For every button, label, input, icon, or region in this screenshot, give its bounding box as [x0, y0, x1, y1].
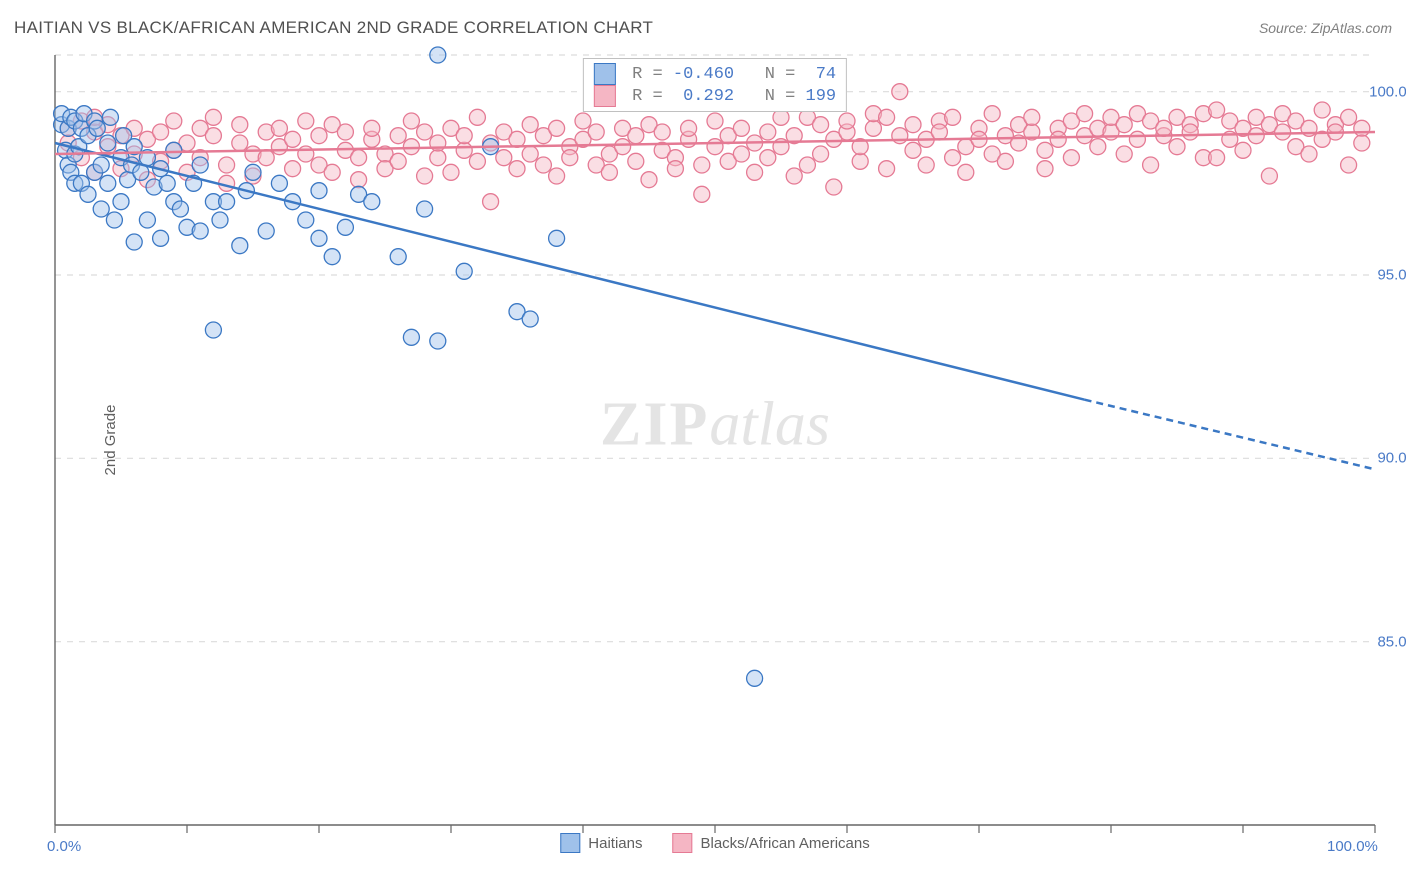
- legend-item: Haitians: [560, 833, 642, 853]
- scatter-chart: [55, 55, 1375, 825]
- legend-label: Blacks/African Americans: [700, 835, 869, 852]
- chart-title: HAITIAN VS BLACK/AFRICAN AMERICAN 2ND GR…: [14, 18, 653, 38]
- stats-swatch: [594, 63, 616, 85]
- legend-label: Haitians: [588, 835, 642, 852]
- y-tick-label: 90.0%: [1377, 450, 1406, 467]
- stats-text: R = -0.460 N = 74: [622, 65, 836, 84]
- legend-swatch: [672, 833, 692, 853]
- stats-row: R = -0.460 N = 74: [594, 63, 836, 85]
- legend-swatch: [560, 833, 580, 853]
- y-tick-label: 85.0%: [1377, 633, 1406, 650]
- y-tick-label: 95.0%: [1377, 267, 1406, 284]
- correlation-stats-box: R = -0.460 N = 74 R = 0.292 N = 199: [583, 58, 847, 112]
- stats-text: R = 0.292 N = 199: [622, 87, 836, 106]
- chart-area: 2nd Grade ZIPatlas R = -0.460 N = 74 R =…: [55, 55, 1375, 825]
- legend-item: Blacks/African Americans: [672, 833, 869, 853]
- bottom-legend: Haitians Blacks/African Americans: [560, 833, 869, 853]
- chart-header: HAITIAN VS BLACK/AFRICAN AMERICAN 2ND GR…: [14, 18, 1392, 38]
- x-tick-label: 100.0%: [1327, 838, 1378, 855]
- x-tick-label: 0.0%: [47, 838, 81, 855]
- stats-swatch: [594, 85, 616, 107]
- chart-source: Source: ZipAtlas.com: [1259, 20, 1392, 36]
- stats-row: R = 0.292 N = 199: [594, 85, 836, 107]
- y-tick-label: 100.0%: [1369, 83, 1406, 100]
